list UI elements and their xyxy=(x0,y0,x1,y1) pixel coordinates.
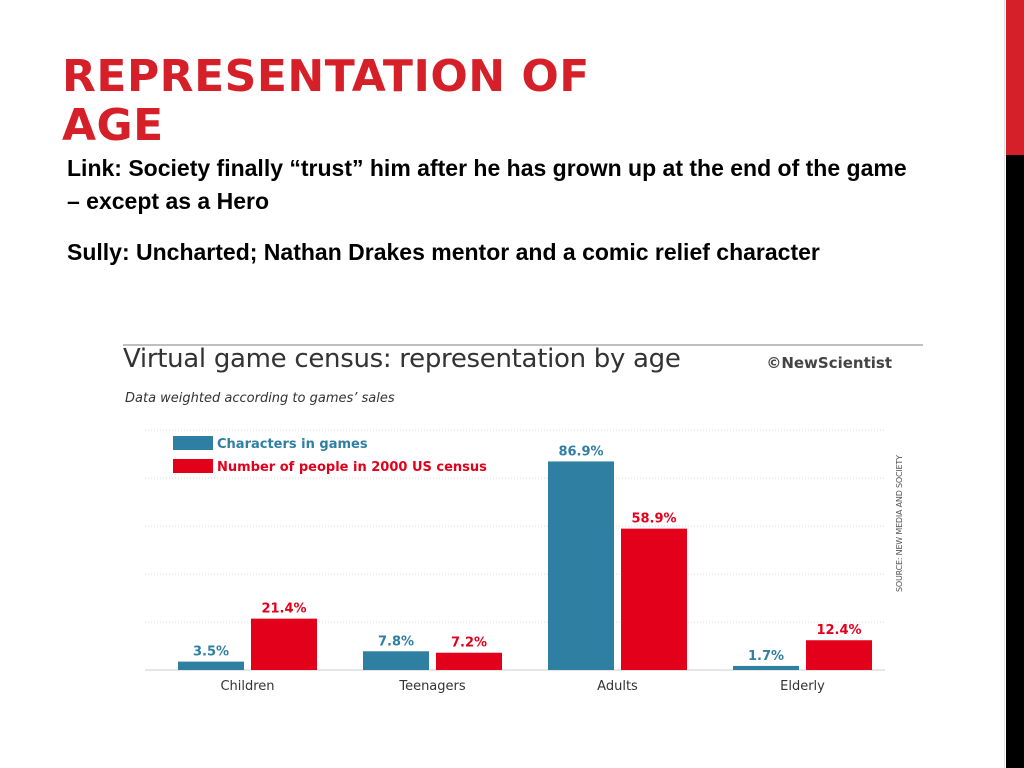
bar-characters-elderly xyxy=(733,665,799,670)
bar-characters-children xyxy=(178,661,244,670)
data-label: 3.5% xyxy=(193,645,229,660)
category-label: Adults xyxy=(597,679,638,694)
paragraph-link: Link: Society finally “trust” him after … xyxy=(67,155,907,214)
chart-subtitle: Data weighted according to games’ sales xyxy=(125,391,395,406)
category-label: Elderly xyxy=(780,679,825,694)
category-label: Children xyxy=(220,679,274,694)
category-label: Teenagers xyxy=(398,679,466,694)
accent-bar-black xyxy=(1006,155,1024,768)
bar-number-adults xyxy=(621,528,687,670)
chart-title: Virtual game census: representation by a… xyxy=(123,344,681,374)
accent-bar-red xyxy=(1006,0,1024,155)
bar-chart: 3.5% 21.4% Children 7.8% 7.2% Teenagers 86.9% 5… xyxy=(145,429,885,694)
bar-number-children xyxy=(251,618,317,670)
data-label: 7.8% xyxy=(378,634,414,649)
bar-characters-adults xyxy=(548,461,614,670)
data-label: 58.9% xyxy=(631,512,676,527)
data-label: 86.9% xyxy=(558,444,603,459)
data-label: 7.2% xyxy=(451,636,487,651)
chart-credit: ©NewScientist xyxy=(766,354,892,372)
data-label: 21.4% xyxy=(261,602,306,617)
chart-top-rule xyxy=(123,344,923,346)
bar-characters-teenagers xyxy=(363,651,429,670)
paragraph-sully: Sully: Uncharted; Nathan Drakes mentor a… xyxy=(67,239,820,265)
bar-number-elderly xyxy=(806,640,872,670)
legend-swatch xyxy=(173,459,213,473)
legend-label: Number of people in 2000 US census xyxy=(217,460,487,475)
slide-title: REPRESENTATION OF AGE xyxy=(62,51,590,151)
bar-number-teenagers xyxy=(436,652,502,670)
data-label: 1.7% xyxy=(748,649,784,664)
legend-swatch xyxy=(173,436,213,450)
slide-edge-line xyxy=(1004,0,1005,768)
legend-label: Characters in games xyxy=(217,437,368,452)
chart-image: Virtual game census: representation by a… xyxy=(105,330,925,698)
data-label: 12.4% xyxy=(816,623,861,638)
